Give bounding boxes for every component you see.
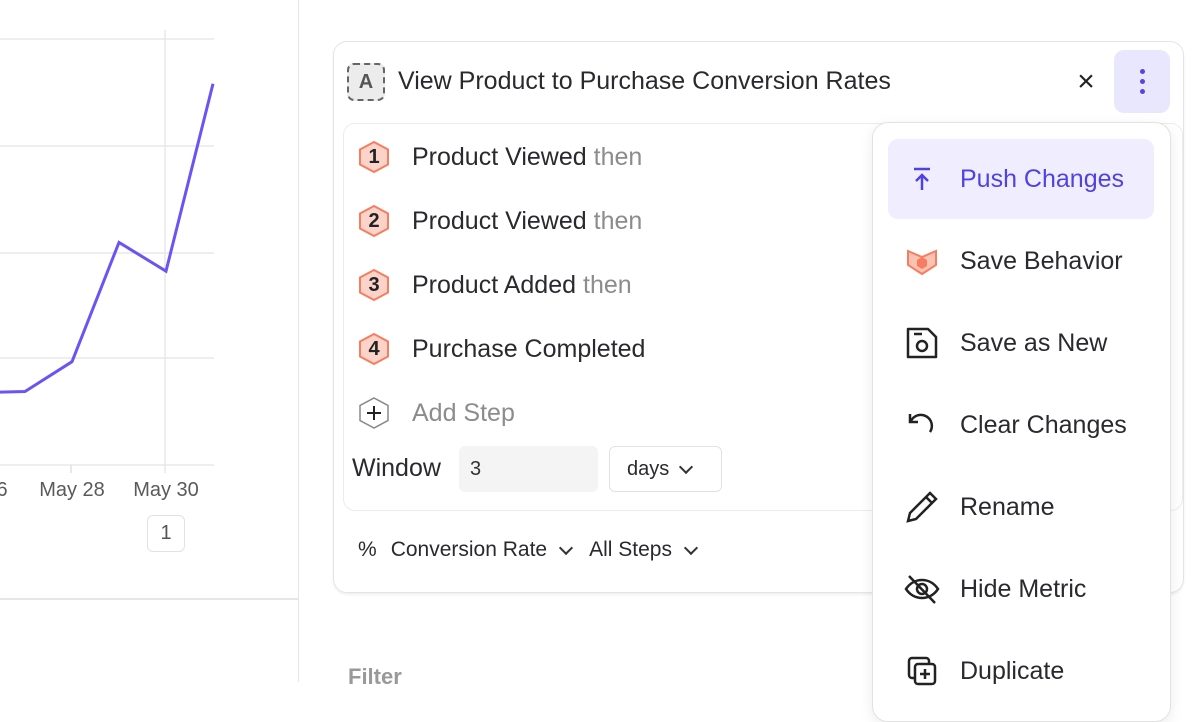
step-number-icon: 4 bbox=[358, 332, 390, 366]
step-number-icon: 3 bbox=[358, 268, 390, 302]
menu-item-label: Hide Metric bbox=[960, 574, 1087, 603]
window-input[interactable] bbox=[459, 446, 598, 492]
gridlines bbox=[0, 30, 214, 473]
step-event[interactable]: Purchase Completed bbox=[412, 334, 646, 363]
chevron-down-icon bbox=[683, 540, 699, 555]
step-then: then bbox=[593, 142, 643, 171]
funnel-step[interactable]: 2 Product Viewed then bbox=[358, 204, 642, 238]
more-options-button[interactable] bbox=[1114, 50, 1170, 113]
push-icon bbox=[902, 159, 942, 199]
options-menu bbox=[872, 122, 1171, 722]
percent-icon: % bbox=[358, 538, 377, 561]
metric-card bbox=[333, 41, 1184, 593]
menu-item-save-behavior[interactable]: Save Behavior bbox=[888, 221, 1154, 301]
menu-item-label: Clear Changes bbox=[960, 410, 1127, 439]
step-event[interactable]: Product Added bbox=[412, 270, 577, 299]
steps-scope-value: All Steps bbox=[589, 538, 672, 561]
step-then: then bbox=[583, 270, 632, 299]
chevron-down-icon bbox=[679, 459, 694, 474]
steps-box bbox=[343, 123, 1183, 511]
add-step-button[interactable]: Add Step bbox=[358, 396, 515, 430]
step-number-icon: 1 bbox=[358, 140, 390, 174]
menu-item-duplicate[interactable]: Duplicate bbox=[888, 631, 1154, 711]
x-tick-label: May 30 bbox=[133, 479, 199, 501]
metric-title[interactable]: View Product to Purchase Conversion Rate… bbox=[398, 67, 891, 95]
x-tick-label: May 28 bbox=[39, 479, 105, 501]
step-number-icon: 2 bbox=[358, 204, 390, 238]
behavior-icon bbox=[902, 241, 942, 281]
menu-item-label: Push Changes bbox=[960, 164, 1125, 193]
metric-letter-badge: A bbox=[347, 63, 385, 101]
funnel-step[interactable]: 1 Product Viewed then bbox=[358, 140, 642, 174]
add-step-label: Add Step bbox=[412, 398, 515, 427]
steps-scope-dropdown[interactable]: All Steps bbox=[589, 538, 699, 562]
chart-panel: 6 May 28 May 30 1 bbox=[0, 0, 299, 682]
measure-value: Conversion Rate bbox=[390, 538, 548, 561]
menu-item-save-as-new[interactable]: Save as New bbox=[888, 303, 1154, 383]
x-tick-label: 6 bbox=[0, 479, 8, 501]
line-chart bbox=[0, 30, 215, 473]
window-label: Window bbox=[352, 454, 441, 482]
annotation-marker[interactable]: 1 bbox=[147, 515, 185, 552]
menu-item-clear-changes[interactable]: Clear Changes bbox=[888, 385, 1154, 465]
measure-dropdown[interactable]: Conversion Rate bbox=[390, 538, 574, 562]
pencil-icon bbox=[902, 487, 942, 527]
funnel-step[interactable]: 3 Product Added then bbox=[358, 268, 632, 302]
step-event[interactable]: Product Viewed bbox=[412, 142, 587, 171]
eye-off-icon bbox=[902, 569, 942, 609]
window-unit-value: days bbox=[627, 457, 670, 480]
menu-item-push-changes[interactable]: Push Changes bbox=[888, 139, 1154, 219]
funnel-step[interactable]: 4 Purchase Completed bbox=[358, 332, 645, 366]
filter-heading: Filter bbox=[348, 664, 402, 689]
menu-item-hide-metric[interactable]: Hide Metric bbox=[888, 549, 1154, 629]
close-icon[interactable]: × bbox=[1077, 65, 1095, 98]
menu-item-label: Save Behavior bbox=[960, 246, 1123, 275]
add-hex-icon bbox=[358, 396, 390, 430]
undo-icon bbox=[902, 405, 942, 445]
menu-item-label: Rename bbox=[960, 492, 1055, 521]
divider bbox=[0, 598, 298, 600]
menu-item-label: Duplicate bbox=[960, 656, 1065, 685]
chevron-down-icon bbox=[559, 540, 574, 555]
step-event[interactable]: Product Viewed bbox=[412, 206, 587, 235]
measure-row: % Conversion Rate All Steps bbox=[358, 538, 714, 562]
window-unit-select[interactable]: days bbox=[609, 446, 722, 492]
menu-item-label: Save as New bbox=[960, 328, 1108, 357]
menu-item-rename[interactable]: Rename bbox=[888, 467, 1154, 547]
series-line bbox=[0, 83, 215, 394]
duplicate-icon bbox=[902, 651, 942, 691]
step-then: then bbox=[593, 206, 643, 235]
save-new-icon bbox=[902, 323, 942, 363]
